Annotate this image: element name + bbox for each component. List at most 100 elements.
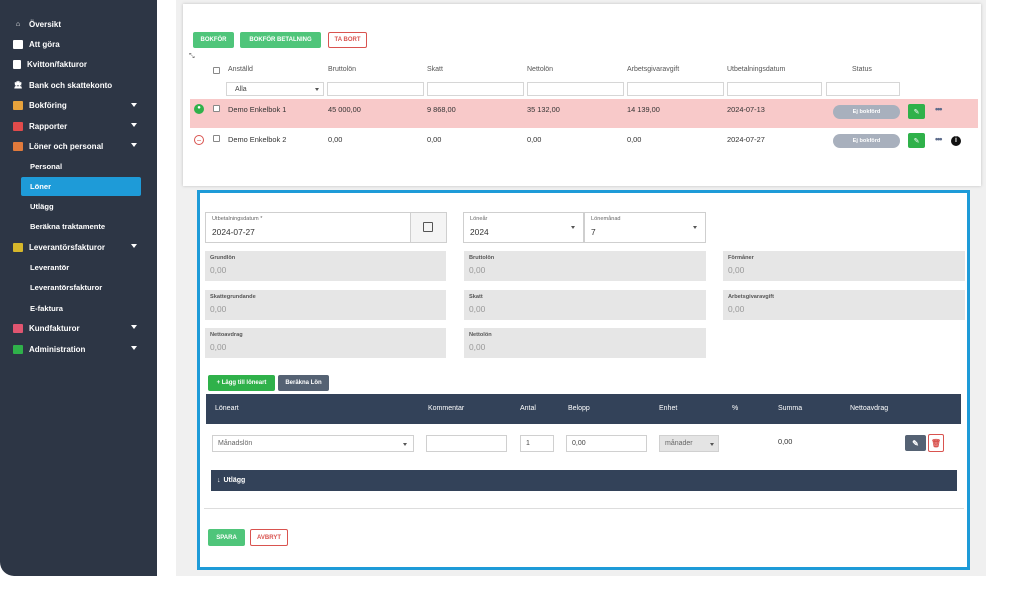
- ta-bort-button[interactable]: TA BORT: [328, 32, 367, 48]
- sidebar-item-kundfakturor[interactable]: Kundfakturor: [0, 318, 157, 338]
- customer-icon: [13, 324, 23, 334]
- avbryt-button[interactable]: AVBRYT: [250, 529, 288, 546]
- calendar-button[interactable]: [410, 212, 447, 243]
- enhet-select[interactable]: månader: [659, 435, 719, 452]
- antal-input[interactable]: 1: [520, 435, 554, 452]
- bokfor-betalning-button[interactable]: BOKFÖR BETALNING: [240, 32, 321, 48]
- sidebar-item-leverantorsfakturor-sub[interactable]: Leverantörsfakturor: [30, 283, 103, 293]
- add-loneart-button[interactable]: + Lägg till löneart: [208, 375, 275, 391]
- supplier-icon: [13, 242, 23, 252]
- berakna-lon-button[interactable]: Beräkna Lön: [278, 375, 329, 391]
- chevron-down-icon: [710, 443, 714, 446]
- info-icon[interactable]: i: [951, 136, 961, 146]
- cell-avgift: 14 139,00: [627, 105, 660, 114]
- lonear-select[interactable]: Löneår 2024: [463, 212, 584, 243]
- th-antal: Antal: [520, 405, 536, 412]
- cell-name: Demo Enkelbok 1: [228, 105, 287, 114]
- sidebar-item-efaktura[interactable]: E-faktura: [30, 303, 63, 313]
- filter-anstalld-select[interactable]: Alla: [226, 82, 324, 96]
- kommentar-input[interactable]: [426, 435, 507, 452]
- lonemanad-label: Lönemånad: [591, 216, 621, 222]
- inbox-icon: [13, 40, 23, 50]
- sidebar-item-loner-personal[interactable]: Löner och personal: [0, 136, 157, 156]
- nettoavdrag-label: Nettoavdrag: [210, 332, 243, 338]
- skattegrundande-field: Skattegrundande 0,00: [205, 290, 446, 320]
- cell-datum: 2024-07-27: [727, 135, 765, 144]
- sidebar-item-leverantor[interactable]: Leverantör: [30, 262, 70, 272]
- utbetalningsdatum-value: 2024-07-27: [212, 227, 255, 237]
- sidebar-item-administration[interactable]: Administration: [0, 339, 157, 359]
- filter-nettolon-input[interactable]: [527, 82, 624, 96]
- chart-icon: [13, 121, 23, 131]
- chevron-down-icon: [131, 102, 137, 107]
- chevron-down-icon: [131, 243, 137, 248]
- spara-button[interactable]: SPARA: [208, 529, 245, 546]
- loneart-select[interactable]: Månadslön: [212, 435, 414, 452]
- collapse-row-icon[interactable]: −: [194, 135, 204, 145]
- th-procent: %: [732, 405, 739, 412]
- more-icon[interactable]: •••: [935, 134, 943, 144]
- th-nettoavdrag: Nettoavdrag: [850, 405, 889, 412]
- nettoavdrag-field: Nettoavdrag 0,00: [205, 328, 446, 358]
- row-checkbox[interactable]: [213, 105, 220, 112]
- arbetsgivaravgift-field: Arbetsgivaravgift 0,00: [723, 290, 965, 320]
- collapse-icon[interactable]: ⤡: [189, 53, 195, 60]
- th-enhet: Enhet: [659, 405, 678, 412]
- edit-icon[interactable]: ✎: [908, 104, 925, 119]
- filter-status-input[interactable]: [826, 82, 900, 96]
- chevron-down-icon: [131, 325, 137, 330]
- utlagg-toggle[interactable]: ↓ Utlägg: [211, 470, 957, 491]
- sidebar-item-oversikt[interactable]: ⌂ Översikt: [0, 14, 157, 34]
- header-anstalld[interactable]: Anställd: [228, 66, 253, 73]
- header-skatt[interactable]: Skatt: [427, 66, 443, 73]
- sidebar-item-bokforing[interactable]: Bokföring: [0, 96, 157, 116]
- trash-icon[interactable]: 🗑: [928, 434, 944, 452]
- filter-bruttolon-input[interactable]: [327, 82, 424, 96]
- filter-datum-input[interactable]: [727, 82, 822, 96]
- sidebar-item-rapporter[interactable]: Rapporter: [0, 116, 157, 136]
- row-checkbox[interactable]: [213, 135, 220, 142]
- utbetalningsdatum-field[interactable]: Utbetalningsdatum * 2024-07-27: [205, 212, 411, 243]
- loneart-table-header: Löneart Kommentar Antal Belopp Enhet % S…: [206, 394, 961, 424]
- skatt-field: Skatt 0,00: [464, 290, 706, 320]
- edit-icon[interactable]: ✎: [908, 133, 925, 148]
- bokfor-button[interactable]: BOKFÖR: [193, 32, 234, 48]
- sidebar-item-bank[interactable]: 🏛 Bank och skattekonto: [13, 80, 113, 90]
- belopp-input[interactable]: 0,00: [566, 435, 647, 452]
- loneart-value: Månadslön: [218, 440, 253, 447]
- sidebar-item-leverantorsfakturor[interactable]: Leverantörsfakturor: [0, 237, 157, 257]
- skatt-label: Skatt: [469, 294, 483, 300]
- th-loneart: Löneart: [215, 405, 239, 412]
- sidebar-item-personal[interactable]: Personal: [30, 162, 63, 172]
- cell-netto: 0,00: [527, 135, 542, 144]
- header-bruttolon[interactable]: Bruttolön: [328, 66, 357, 73]
- cell-brutto: 45 000,00: [328, 105, 361, 114]
- header-utbetalningsdatum[interactable]: Utbetalningsdatum: [727, 66, 786, 73]
- th-belopp: Belopp: [568, 405, 590, 412]
- filter-skatt-input[interactable]: [427, 82, 524, 96]
- edit-icon[interactable]: ✎: [905, 435, 926, 451]
- more-icon[interactable]: •••: [935, 104, 943, 114]
- header-arbetsgivaravgift[interactable]: Arbetsgivaravgift: [627, 66, 680, 73]
- chevron-down-icon: [571, 226, 575, 229]
- utlagg-label: Utlägg: [223, 477, 246, 484]
- sidebar-item-utlagg[interactable]: Utlägg: [30, 201, 54, 211]
- cell-datum: 2024-07-13: [727, 105, 765, 114]
- calendar-icon: [423, 222, 433, 232]
- sidebar-item-loner[interactable]: Löner: [21, 177, 141, 197]
- select-all-checkbox[interactable]: [213, 67, 220, 74]
- expand-icon[interactable]: ●: [194, 104, 204, 114]
- sidebar-item-kvitton[interactable]: Kvitton/fakturor: [0, 55, 157, 75]
- filter-avgift-input[interactable]: [627, 82, 724, 96]
- chevron-down-icon: [315, 88, 319, 91]
- header-status[interactable]: Status: [852, 66, 872, 73]
- grundlon-field: Grundlön 0,00: [205, 251, 446, 281]
- sidebar-item-traktamente[interactable]: Beräkna traktamente: [30, 222, 106, 232]
- lonemanad-select[interactable]: Lönemånad 7: [584, 212, 706, 243]
- filter-anstalld-value: Alla: [235, 86, 247, 93]
- lonear-label: Löneår: [470, 216, 488, 222]
- bruttolon-label: Bruttolön: [469, 255, 495, 261]
- sidebar-item-att-gora[interactable]: Att göra: [0, 34, 157, 54]
- divider: [204, 508, 964, 509]
- header-nettolon[interactable]: Nettolön: [527, 66, 554, 73]
